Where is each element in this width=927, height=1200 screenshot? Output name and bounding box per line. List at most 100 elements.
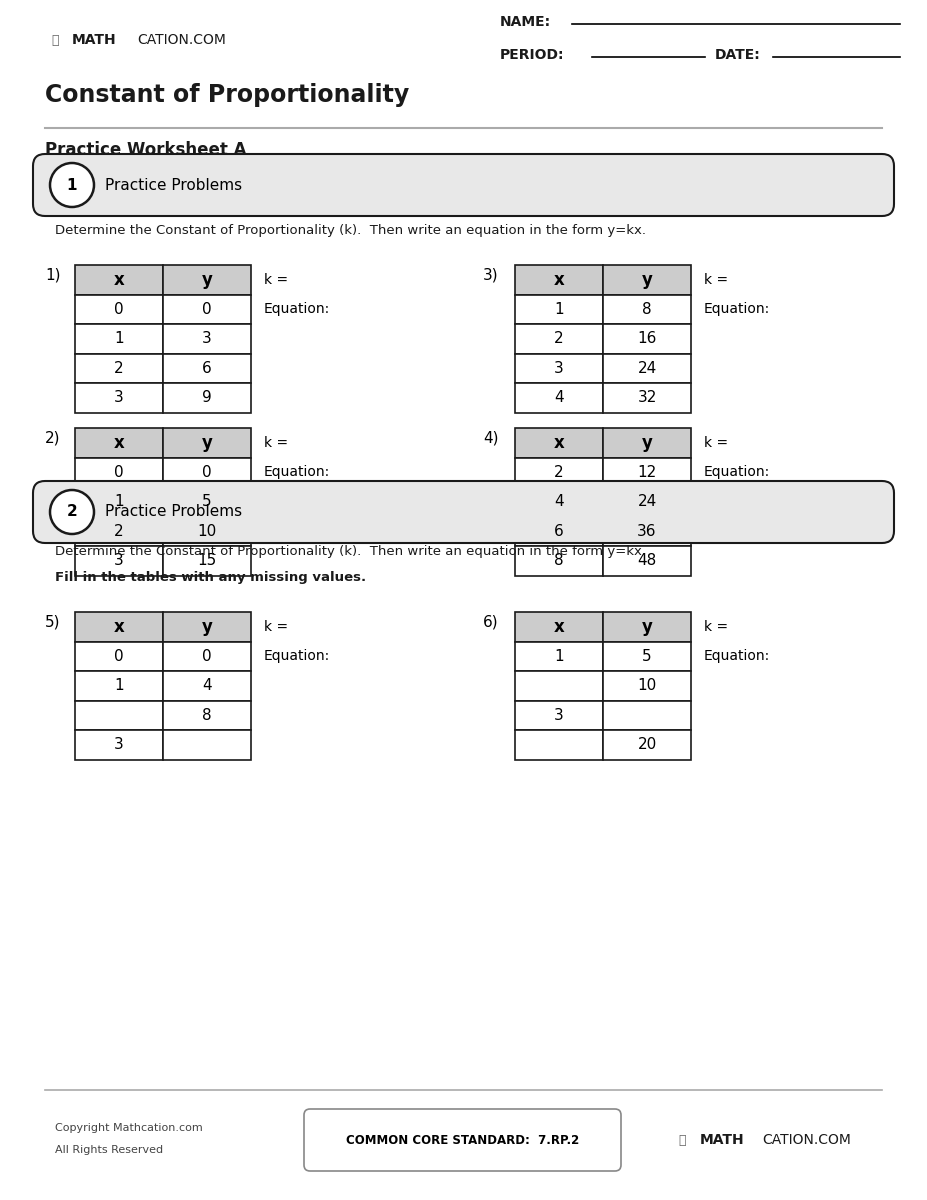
Text: 0: 0: [114, 464, 124, 480]
Text: 12: 12: [638, 464, 656, 480]
Text: 8: 8: [554, 553, 564, 569]
Text: 2): 2): [45, 431, 60, 445]
Bar: [75, 730, 163, 760]
Text: y: y: [641, 271, 653, 289]
Bar: [75, 701, 163, 730]
Text: Practice Problems: Practice Problems: [105, 178, 242, 192]
Text: 4: 4: [554, 390, 564, 406]
Text: 3: 3: [554, 361, 564, 376]
Bar: [75, 457, 163, 487]
Bar: [75, 294, 163, 324]
Text: 24: 24: [638, 361, 656, 376]
Bar: [163, 428, 251, 457]
Text: Equation:: Equation:: [264, 302, 330, 317]
Text: 3: 3: [114, 737, 124, 752]
Text: 5): 5): [45, 614, 60, 630]
Bar: [515, 730, 603, 760]
Bar: [515, 671, 603, 701]
Bar: [163, 457, 251, 487]
Text: y: y: [641, 618, 653, 636]
Text: y: y: [201, 271, 212, 289]
Text: k =: k =: [264, 619, 288, 634]
Bar: [603, 546, 691, 576]
Text: Equation:: Equation:: [264, 649, 330, 664]
Text: ⓘ: ⓘ: [51, 34, 58, 47]
Text: COMMON CORE STANDARD:  7.RP.2: COMMON CORE STANDARD: 7.RP.2: [346, 1134, 579, 1146]
Text: Fill in the tables with any missing values.: Fill in the tables with any missing valu…: [55, 570, 366, 583]
Text: CATION.COM: CATION.COM: [762, 1133, 851, 1147]
Bar: [515, 324, 603, 354]
Text: Equation:: Equation:: [704, 302, 770, 317]
Bar: [515, 428, 603, 457]
Text: 1: 1: [554, 649, 564, 664]
Text: 8: 8: [642, 301, 652, 317]
Text: 4: 4: [554, 494, 564, 509]
Text: 1: 1: [114, 678, 124, 694]
Bar: [515, 487, 603, 516]
Bar: [163, 730, 251, 760]
Bar: [515, 457, 603, 487]
Bar: [603, 487, 691, 516]
FancyBboxPatch shape: [33, 154, 894, 216]
Text: Practice Problems: Practice Problems: [105, 504, 242, 520]
Text: 1: 1: [67, 178, 77, 192]
Text: 1: 1: [114, 494, 124, 509]
Text: Practice Worksheet A: Practice Worksheet A: [45, 140, 247, 158]
Bar: [163, 383, 251, 413]
Bar: [603, 701, 691, 730]
Text: Copyright Mathcation.com: Copyright Mathcation.com: [55, 1123, 203, 1133]
Circle shape: [50, 490, 94, 534]
Bar: [515, 642, 603, 671]
Text: 2: 2: [554, 464, 564, 480]
Text: 5: 5: [642, 649, 652, 664]
Text: x: x: [553, 618, 565, 636]
Bar: [75, 428, 163, 457]
Bar: [163, 354, 251, 383]
Text: 2: 2: [67, 504, 77, 520]
Text: 20: 20: [638, 737, 656, 752]
Bar: [163, 671, 251, 701]
Text: k =: k =: [704, 436, 728, 450]
Bar: [515, 546, 603, 576]
Text: Equation:: Equation:: [264, 466, 330, 479]
Bar: [163, 612, 251, 642]
Text: 2: 2: [114, 523, 124, 539]
Text: 15: 15: [197, 553, 217, 569]
Bar: [163, 265, 251, 294]
Bar: [603, 730, 691, 760]
Text: k =: k =: [264, 436, 288, 450]
Bar: [603, 324, 691, 354]
Bar: [603, 354, 691, 383]
Text: x: x: [114, 618, 124, 636]
Text: y: y: [641, 433, 653, 451]
Bar: [75, 516, 163, 546]
Text: 1: 1: [114, 331, 124, 347]
Bar: [163, 701, 251, 730]
Text: 1: 1: [554, 301, 564, 317]
Text: 4: 4: [202, 678, 211, 694]
Text: DATE:: DATE:: [715, 48, 761, 62]
Text: ⓘ: ⓘ: [679, 1134, 686, 1146]
Text: Constant of Proportionality: Constant of Proportionality: [45, 83, 409, 107]
Bar: [163, 546, 251, 576]
Bar: [515, 383, 603, 413]
Bar: [75, 487, 163, 516]
Bar: [603, 457, 691, 487]
Bar: [515, 265, 603, 294]
Text: PERIOD:: PERIOD:: [500, 48, 565, 62]
Text: 8: 8: [202, 708, 211, 722]
Text: k =: k =: [264, 272, 288, 287]
Bar: [603, 294, 691, 324]
Text: 3: 3: [202, 331, 212, 347]
Text: 0: 0: [202, 649, 211, 664]
Bar: [75, 324, 163, 354]
Text: 0: 0: [114, 301, 124, 317]
Bar: [75, 612, 163, 642]
Bar: [515, 354, 603, 383]
Bar: [515, 294, 603, 324]
Text: 6: 6: [202, 361, 212, 376]
Bar: [515, 612, 603, 642]
Text: 0: 0: [202, 464, 211, 480]
Text: x: x: [553, 271, 565, 289]
Text: 4): 4): [483, 431, 499, 445]
